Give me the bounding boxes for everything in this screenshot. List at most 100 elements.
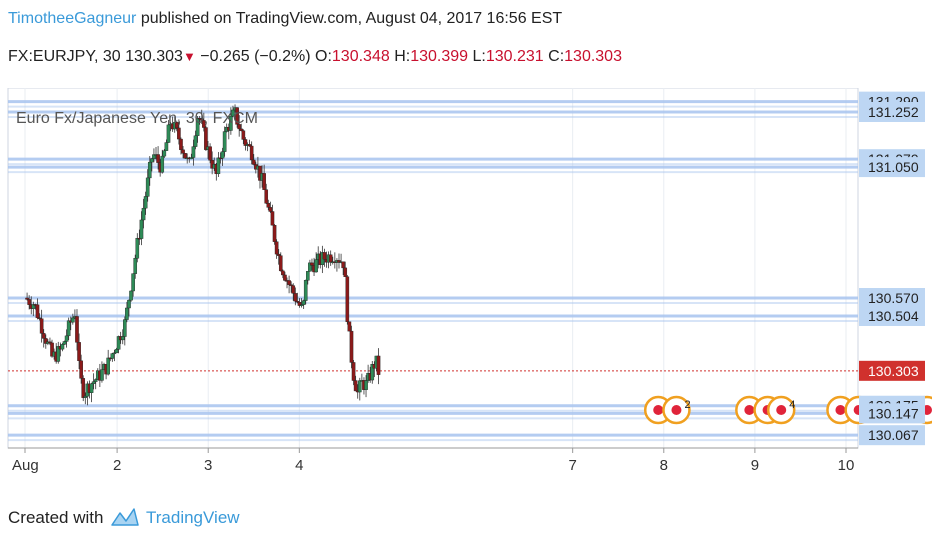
candle-down (251, 159, 256, 165)
candle-up (89, 383, 94, 393)
candle-up (141, 207, 146, 221)
event-marker-dot (744, 405, 755, 415)
candle-up (91, 381, 96, 384)
candle-down (276, 253, 281, 256)
candle-down (27, 299, 31, 305)
event-marker-count: 2 (684, 399, 690, 411)
candle-up (139, 219, 144, 239)
last-price: 130.303 (125, 48, 183, 65)
candle-down (175, 122, 179, 129)
close-value: 130.303 (564, 48, 622, 65)
candle-up (145, 177, 150, 197)
candle-down (278, 255, 283, 272)
event-marker-dot (835, 405, 846, 415)
candle-down (243, 139, 248, 146)
plot-background (7, 87, 859, 449)
quote-line: FX:EURJPY, 30 130.303▼ −0.265 (−0.2%) O:… (8, 48, 622, 66)
author-link[interactable]: TimotheeGagneur (8, 10, 137, 27)
price-label: 131.050 (868, 159, 919, 175)
candle-up (110, 353, 115, 359)
event-marker-dot (653, 405, 664, 415)
candle-up (127, 299, 131, 309)
price-label: 130.147 (868, 405, 919, 421)
candle-up (100, 369, 104, 381)
candle-down (262, 173, 266, 190)
candle-up (222, 131, 227, 152)
x-tick-label: 3 (204, 457, 212, 474)
candle-down (274, 241, 279, 255)
tradingview-logo-icon (111, 508, 139, 526)
event-marker-count: 4 (789, 399, 795, 411)
price-label: 130.504 (868, 308, 919, 324)
candle-up (71, 317, 75, 323)
candle-down (48, 341, 52, 344)
publish-info: TimotheeGagneur published on TradingView… (8, 10, 562, 28)
candle-down (204, 127, 208, 150)
candle-up (216, 157, 221, 175)
candle-up (131, 273, 135, 292)
candle-down (25, 297, 29, 300)
candle-up (135, 237, 140, 259)
candle-up (357, 380, 362, 393)
candle-up (62, 341, 67, 345)
candle-up (231, 109, 235, 117)
candle-up (164, 142, 169, 151)
candle-down (264, 189, 269, 204)
candle-down (322, 252, 327, 260)
candle-up (143, 196, 148, 209)
candle-up (166, 124, 171, 143)
candle-up (93, 379, 98, 382)
x-tick-label: 7 (568, 457, 576, 474)
candle-down (199, 118, 204, 121)
x-tick-label: 2 (113, 457, 121, 474)
open-label: O: (315, 48, 332, 65)
price-label-bg (859, 403, 925, 424)
candle-up (189, 157, 194, 160)
candle-up (314, 259, 318, 273)
open-value: 130.348 (331, 48, 390, 65)
candle-down (181, 149, 185, 154)
candle-down (249, 145, 254, 161)
tradingview-brand-link[interactable]: TradingView (146, 508, 240, 527)
candle-down (37, 317, 42, 320)
candle-down (272, 225, 277, 242)
candle-up (193, 135, 198, 147)
candle-down (179, 138, 183, 151)
candle-up (66, 320, 71, 337)
candle-up (364, 380, 368, 390)
x-tick-label: 9 (751, 457, 759, 474)
candle-down (177, 127, 181, 140)
candle-down (289, 284, 293, 286)
candle-down (270, 211, 275, 226)
candle-up (229, 115, 233, 131)
candle-up (191, 146, 196, 158)
candle-up (31, 304, 36, 309)
candle-down (50, 342, 54, 357)
candle-up (220, 151, 225, 159)
candle-up (306, 271, 310, 281)
candle-up (116, 336, 121, 350)
candle-up (114, 349, 119, 354)
candle-up (370, 364, 375, 381)
event-marker-dot (776, 405, 787, 415)
candle-down (43, 338, 48, 344)
high-label: H: (394, 48, 411, 65)
candle-up (112, 352, 117, 355)
candle-down (345, 276, 350, 322)
candle-down (268, 207, 273, 212)
price-label: 130.570 (868, 290, 919, 306)
candle-down (81, 378, 86, 398)
price-label-bg (859, 288, 925, 308)
footer: Created with TradingView (0, 490, 932, 550)
candle-down (41, 333, 46, 339)
price-label: 130.067 (868, 427, 919, 443)
candle-down (349, 330, 354, 363)
candle-up (125, 307, 129, 320)
x-tick-label: 4 (295, 457, 303, 474)
candle-down (297, 301, 302, 306)
candle-up (303, 280, 308, 301)
candle-up (129, 290, 133, 301)
candle-up (150, 158, 154, 163)
